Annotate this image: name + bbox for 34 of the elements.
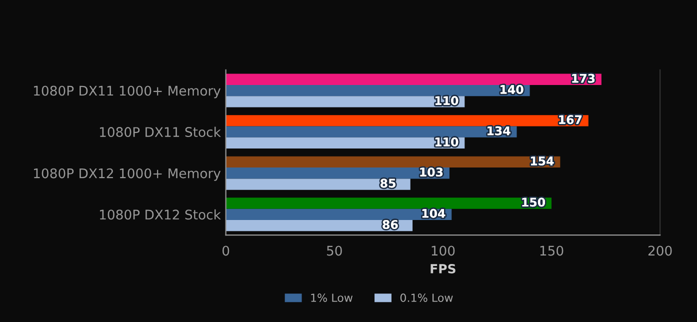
y-tick-label: 1080P DX11 1000+ Memory bbox=[34, 86, 221, 98]
x-tick-label: 50 bbox=[327, 246, 342, 256]
bar bbox=[226, 220, 413, 232]
legend-label: 1% Low bbox=[311, 294, 353, 302]
x-tick-label: 0 bbox=[222, 246, 230, 256]
bar bbox=[226, 74, 602, 85]
data-label: 173 bbox=[572, 74, 595, 83]
data-label: 140 bbox=[500, 85, 524, 94]
bar bbox=[226, 96, 465, 108]
bar bbox=[226, 156, 560, 168]
x-tick-label: 200 bbox=[648, 246, 672, 256]
bar bbox=[226, 198, 552, 209]
x-axis-title: FPS bbox=[430, 264, 456, 274]
data-label: 154 bbox=[530, 156, 554, 166]
bar bbox=[226, 137, 465, 149]
bar bbox=[226, 84, 530, 96]
data-label: 150 bbox=[522, 198, 546, 207]
bar bbox=[226, 126, 517, 138]
bar bbox=[226, 115, 588, 126]
data-label: 110 bbox=[435, 137, 458, 146]
y-tick-label: 1080P DX12 1000+ Memory bbox=[34, 168, 221, 181]
data-label: 134 bbox=[488, 126, 510, 136]
data-label: 103 bbox=[420, 168, 443, 177]
y-tick-label: 1080P DX12 Stock bbox=[100, 209, 221, 220]
data-label: 85 bbox=[380, 178, 396, 188]
legend-label: 0.1% Low bbox=[400, 294, 453, 302]
data-label: 104 bbox=[422, 208, 446, 218]
x-tick-label: 100 bbox=[432, 246, 455, 256]
y-tick-label: 1080P DX11 Stock bbox=[100, 126, 221, 138]
x-tick-label: 150 bbox=[540, 246, 564, 256]
data-label: 167 bbox=[559, 115, 582, 124]
data-label: 86 bbox=[382, 220, 398, 229]
data-label: 110 bbox=[435, 96, 458, 106]
bar bbox=[226, 178, 410, 190]
